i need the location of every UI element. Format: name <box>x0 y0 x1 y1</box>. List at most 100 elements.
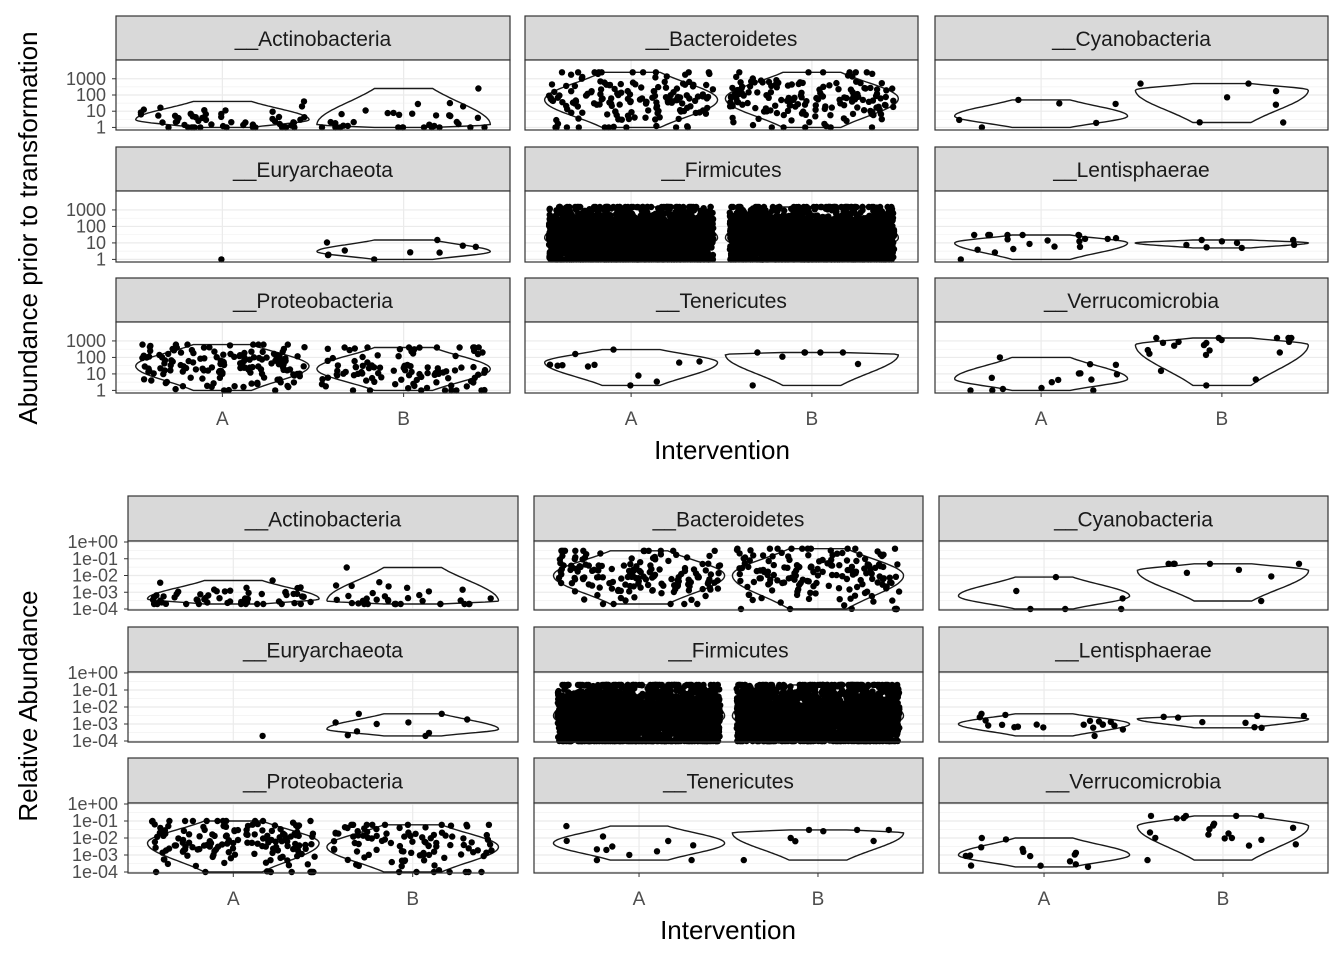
data-point <box>672 209 678 215</box>
data-point <box>460 103 466 109</box>
data-point <box>772 103 778 109</box>
data-point <box>564 106 570 112</box>
data-point <box>666 225 672 231</box>
data-point <box>446 112 452 118</box>
data-point <box>548 245 554 251</box>
data-point <box>597 78 603 84</box>
data-point <box>816 86 822 92</box>
data-point <box>342 247 348 253</box>
data-point <box>739 102 745 108</box>
data-point <box>218 111 224 117</box>
data-point <box>572 83 578 89</box>
data-point <box>473 244 479 250</box>
data-point <box>415 101 421 107</box>
data-point <box>883 87 889 93</box>
data-point <box>1273 88 1279 94</box>
data-point <box>850 111 856 117</box>
data-point <box>551 89 557 95</box>
data-point <box>802 102 808 108</box>
data-point <box>157 105 163 111</box>
data-point <box>568 72 574 78</box>
data-point <box>547 206 553 212</box>
data-point <box>869 71 875 77</box>
data-point <box>764 108 770 114</box>
data-point <box>643 249 649 255</box>
data-point <box>686 224 692 230</box>
data-point <box>680 80 686 86</box>
data-point <box>1280 119 1286 125</box>
data-point <box>632 239 638 245</box>
data-point <box>596 69 602 75</box>
data-point <box>602 248 608 254</box>
data-point <box>1245 80 1251 86</box>
facet-title: __Actinobacteria <box>234 28 392 51</box>
data-point <box>1093 120 1099 126</box>
data-point <box>841 94 847 100</box>
data-point <box>670 89 676 95</box>
data-point <box>637 96 643 102</box>
data-point <box>585 236 591 242</box>
data-point <box>781 207 787 213</box>
data-point <box>549 255 555 261</box>
data-point <box>861 85 867 91</box>
data-point <box>827 112 833 118</box>
data-point <box>433 112 439 118</box>
data-point <box>577 219 583 225</box>
data-point <box>788 117 794 123</box>
data-point <box>703 82 709 88</box>
data-point <box>575 227 581 233</box>
data-point <box>675 236 681 242</box>
data-point <box>572 255 578 261</box>
data-point <box>159 119 165 125</box>
data-point <box>762 207 768 213</box>
data-point <box>667 245 673 251</box>
data-point <box>773 81 779 87</box>
data-point <box>857 80 863 86</box>
data-point <box>750 75 756 81</box>
chart-1: Abundance prior to transformationInterve… <box>13 16 1328 465</box>
data-point <box>608 100 614 106</box>
data-point <box>628 109 634 115</box>
data-point <box>595 207 601 213</box>
data-point <box>269 109 275 115</box>
data-point <box>870 112 876 118</box>
data-point <box>640 241 646 247</box>
data-point <box>733 96 739 102</box>
data-point <box>745 89 751 95</box>
data-point <box>796 81 802 87</box>
data-point <box>619 117 625 123</box>
data-point <box>683 212 689 218</box>
data-point <box>666 204 672 210</box>
data-point <box>739 84 745 90</box>
facet-panel: __Firmicutes <box>525 147 918 263</box>
data-point <box>299 103 305 109</box>
data-point <box>582 249 588 255</box>
data-point <box>729 102 735 108</box>
data-point <box>768 89 774 95</box>
data-point <box>559 99 565 105</box>
data-point <box>604 111 610 117</box>
data-point <box>436 249 442 255</box>
data-point <box>1056 100 1062 106</box>
data-point <box>598 220 604 226</box>
data-point <box>651 254 657 260</box>
data-point <box>588 89 594 95</box>
x-axis-label: Intervention <box>654 435 790 465</box>
data-point <box>390 110 396 116</box>
data-point <box>559 69 565 75</box>
data-point <box>612 109 618 115</box>
data-point <box>679 100 685 106</box>
data-point <box>664 73 670 79</box>
data-point <box>701 205 707 211</box>
data-point <box>864 69 870 75</box>
data-point <box>455 121 461 127</box>
data-point <box>173 119 179 125</box>
data-point <box>385 110 391 116</box>
data-point <box>882 102 888 108</box>
data-point <box>835 86 841 92</box>
data-point <box>625 250 631 256</box>
data-point <box>821 121 827 127</box>
data-point <box>652 93 658 99</box>
data-point <box>138 111 144 117</box>
